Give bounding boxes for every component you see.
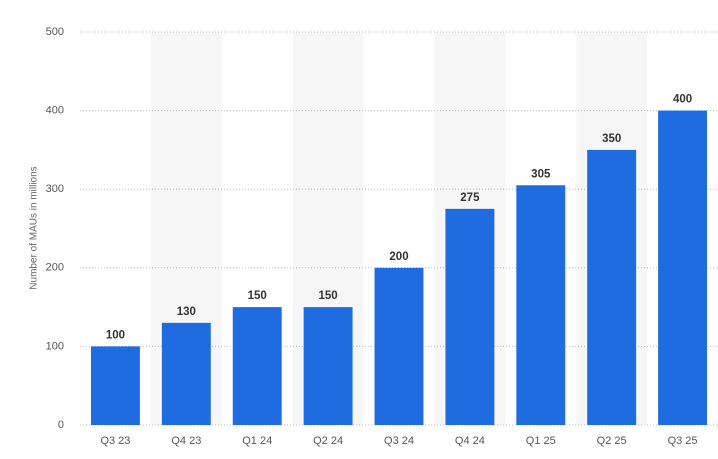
x-tick-label: Q4 23 bbox=[171, 435, 201, 447]
bar bbox=[658, 110, 708, 425]
bar bbox=[516, 185, 566, 425]
value-label: 150 bbox=[248, 290, 267, 302]
x-tick-label: Q3 24 bbox=[384, 435, 414, 447]
value-label: 350 bbox=[602, 133, 621, 145]
y-axis-label: Number of MAUs in millions bbox=[29, 166, 40, 289]
value-label: 305 bbox=[531, 168, 551, 180]
value-label: 150 bbox=[319, 290, 338, 302]
y-tick-label: 100 bbox=[46, 340, 64, 352]
value-label: 400 bbox=[673, 94, 692, 106]
bar bbox=[587, 149, 637, 425]
value-label: 275 bbox=[460, 192, 480, 204]
y-tick-label: 400 bbox=[46, 105, 64, 117]
x-tick-label: Q4 24 bbox=[455, 435, 485, 447]
bar bbox=[374, 267, 424, 425]
bar bbox=[303, 307, 353, 425]
x-tick-label: Q3 23 bbox=[100, 435, 130, 447]
bar bbox=[232, 307, 282, 425]
bar bbox=[161, 322, 211, 425]
y-tick-label: 0 bbox=[58, 419, 64, 431]
value-label: 100 bbox=[106, 329, 125, 341]
x-tick-label: Q1 24 bbox=[242, 435, 272, 447]
value-label: 130 bbox=[177, 306, 196, 318]
bar bbox=[90, 346, 140, 425]
x-tick-label: Q3 25 bbox=[668, 435, 698, 447]
value-label: 200 bbox=[389, 251, 408, 263]
y-tick-label: 500 bbox=[46, 26, 64, 38]
bar bbox=[445, 208, 495, 425]
x-tick-label: Q2 25 bbox=[597, 435, 627, 447]
y-tick-label: 300 bbox=[46, 183, 64, 195]
y-tick-label: 200 bbox=[46, 262, 64, 274]
x-tick-label: Q1 25 bbox=[526, 435, 556, 447]
x-tick-label: Q2 24 bbox=[313, 435, 343, 447]
